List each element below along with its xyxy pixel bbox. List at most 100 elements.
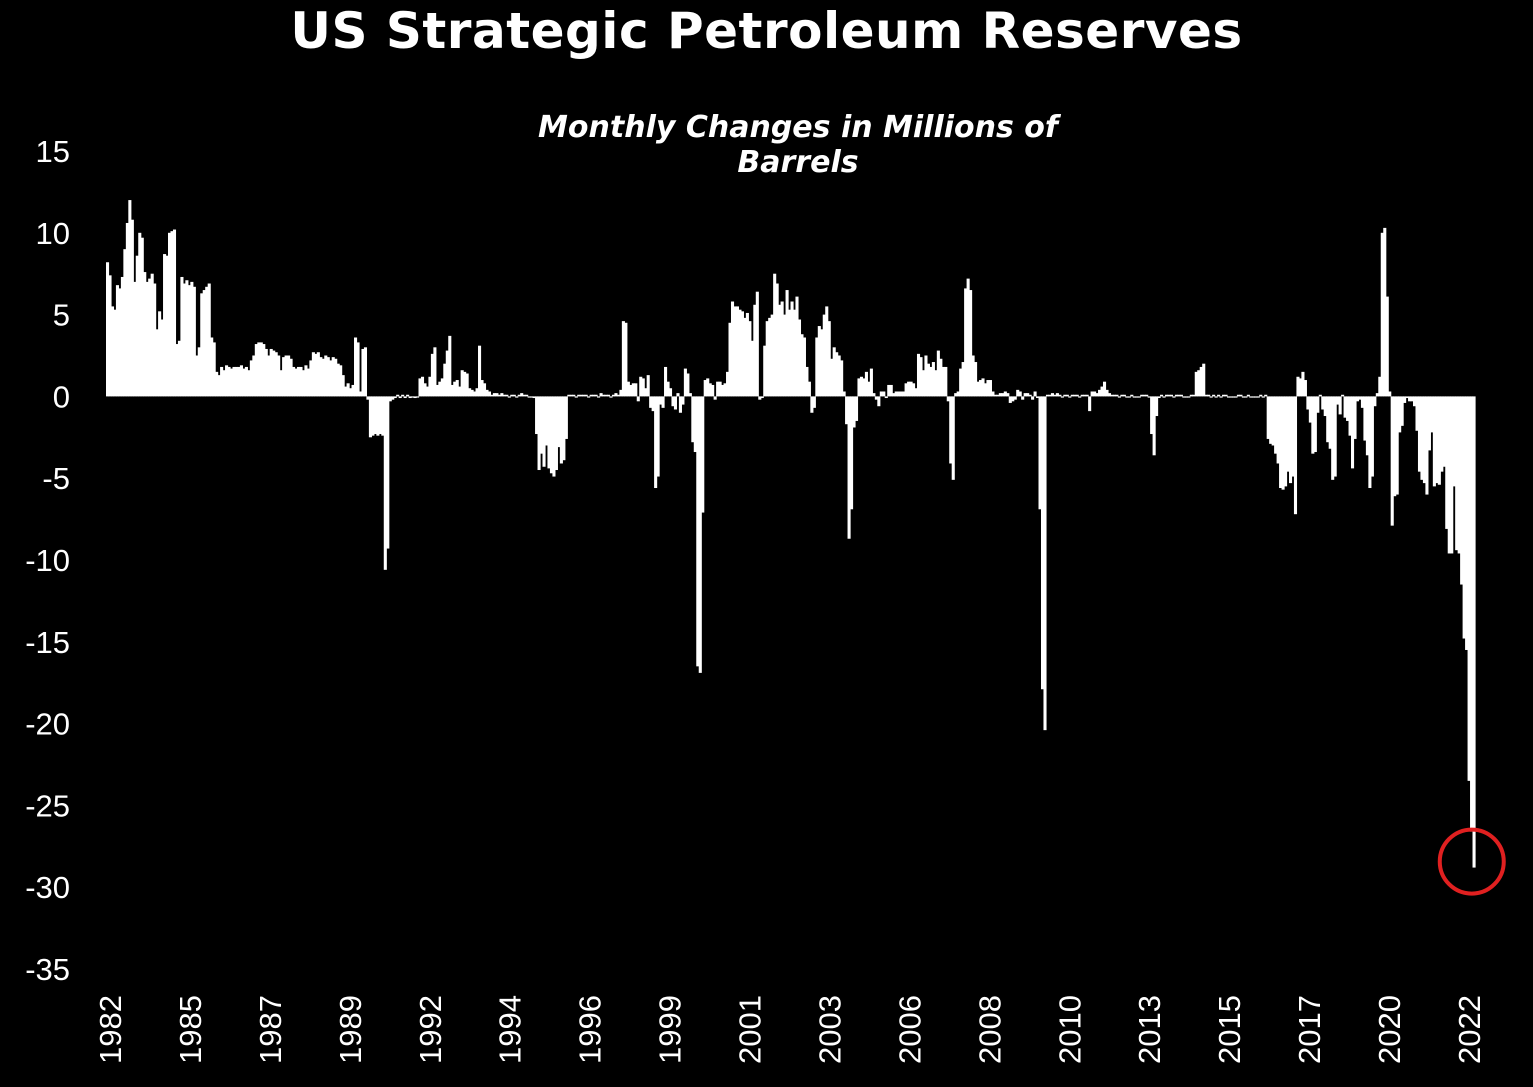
bar <box>924 355 928 397</box>
bar <box>515 396 519 398</box>
bar <box>693 396 697 453</box>
bar <box>1068 396 1072 398</box>
bar <box>778 304 782 397</box>
bar <box>254 344 258 397</box>
bar <box>1445 396 1449 529</box>
bar <box>1390 396 1394 526</box>
bar <box>572 394 576 397</box>
y-tick-label: -20 <box>25 707 70 742</box>
bar <box>820 329 824 397</box>
bar <box>907 381 911 397</box>
x-tick-label: 1982 <box>93 995 128 1064</box>
bar <box>931 362 935 397</box>
x-tick-label: 2017 <box>1292 995 1327 1064</box>
bar <box>770 314 774 397</box>
bar <box>267 355 271 397</box>
bar <box>830 358 834 397</box>
bar <box>1045 394 1050 397</box>
bar <box>289 358 293 397</box>
bar <box>324 355 328 397</box>
bar <box>569 394 573 397</box>
bar <box>976 381 980 397</box>
bar <box>530 396 534 398</box>
bar <box>574 396 578 398</box>
bar <box>510 394 514 397</box>
bar <box>765 321 769 397</box>
x-tick-label: 2022 <box>1452 995 1487 1064</box>
bar <box>527 396 531 398</box>
bar <box>723 383 727 397</box>
bar <box>1212 394 1216 397</box>
bar <box>234 366 239 397</box>
bar <box>249 360 253 397</box>
bar <box>978 380 983 397</box>
bar <box>1060 396 1064 398</box>
bar <box>435 384 439 397</box>
bar <box>792 309 797 397</box>
bar <box>1001 393 1005 397</box>
bar <box>465 373 469 397</box>
bar <box>440 378 444 397</box>
bar <box>1303 380 1307 397</box>
bar <box>1333 396 1337 477</box>
bar <box>701 396 705 513</box>
x-tick-label: 1989 <box>333 995 368 1064</box>
bar <box>1003 391 1007 397</box>
bar <box>1075 394 1079 397</box>
bar <box>641 378 645 397</box>
bar <box>1246 394 1250 397</box>
bar <box>1226 396 1231 398</box>
bar <box>428 376 432 397</box>
bar <box>1152 396 1156 456</box>
bar <box>480 380 484 397</box>
bar <box>334 358 338 397</box>
x-tick-label: 1992 <box>413 995 448 1064</box>
bar <box>1231 396 1236 398</box>
bar <box>168 232 172 397</box>
bar <box>1184 396 1188 398</box>
bar <box>998 393 1002 397</box>
bar <box>631 383 635 397</box>
bar <box>768 317 772 397</box>
bar <box>1164 394 1169 397</box>
bar <box>887 384 891 397</box>
bar <box>939 358 943 397</box>
bar <box>520 393 524 397</box>
bar <box>802 337 806 397</box>
bar <box>1145 394 1149 397</box>
bar <box>485 389 489 397</box>
bar <box>859 376 864 397</box>
bar <box>619 389 623 397</box>
bar <box>567 394 571 397</box>
bar <box>401 394 405 397</box>
bar <box>579 394 583 397</box>
bar <box>1150 396 1154 435</box>
bar <box>383 396 387 570</box>
bar <box>135 255 139 397</box>
bar <box>1177 394 1181 397</box>
bar <box>155 329 159 397</box>
bar <box>1011 396 1015 402</box>
bar <box>532 396 536 399</box>
bar <box>817 326 821 397</box>
bar <box>624 322 628 397</box>
bar <box>408 396 412 399</box>
bar <box>790 301 794 397</box>
bar <box>869 368 873 397</box>
bar <box>944 366 948 397</box>
bar <box>795 296 799 397</box>
bar <box>1157 396 1161 399</box>
bar <box>304 365 308 397</box>
bar <box>783 314 787 397</box>
bar <box>1160 394 1164 397</box>
bar <box>264 348 268 397</box>
y-tick-label: -30 <box>25 870 70 905</box>
bar <box>1194 371 1198 397</box>
bar <box>1276 396 1280 464</box>
bar <box>1462 396 1466 639</box>
bar <box>123 249 127 397</box>
bar <box>991 391 995 397</box>
bar <box>616 394 620 397</box>
bar <box>1105 389 1109 397</box>
y-tick-label: 10 <box>36 216 70 251</box>
